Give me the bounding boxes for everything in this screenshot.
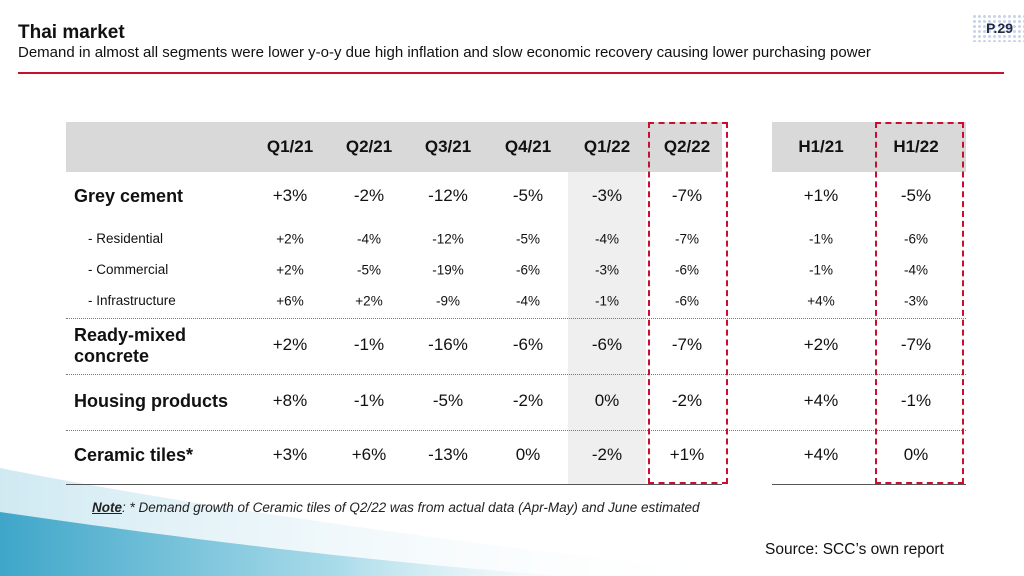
- table-cell: -6%: [674, 293, 700, 309]
- table-cell: +1%: [803, 186, 839, 205]
- title-underline: [18, 72, 1004, 74]
- table-cell: -3%: [591, 186, 623, 205]
- footnote: Note: * Demand growth of Ceramic tiles o…: [92, 500, 700, 515]
- table-cell: -6%: [674, 262, 700, 278]
- col-header-q2-22: Q2/22: [663, 137, 711, 156]
- table-cell: +2%: [272, 335, 308, 354]
- col-header-q2-21: Q2/21: [345, 137, 393, 156]
- table-cell: -4%: [515, 293, 541, 309]
- row-label-line: concrete: [74, 346, 150, 366]
- row-label-ready-mixed-concrete: Ready-mixed concrete: [74, 325, 186, 367]
- table-cell: +3%: [272, 186, 308, 205]
- decorative-swoosh: [0, 468, 760, 576]
- table-cell: -3%: [903, 293, 929, 309]
- note-text: : * Demand growth of Ceramic tiles of Q2…: [122, 500, 700, 515]
- table-cell: +6%: [276, 293, 304, 309]
- table-cell: -3%: [594, 262, 620, 278]
- note-prefix: Note: [92, 500, 122, 515]
- table-cell: -1%: [353, 391, 385, 410]
- page-number: P.29: [986, 20, 1013, 36]
- table-cell: -6%: [515, 262, 541, 278]
- table-cell: -19%: [432, 262, 464, 278]
- page-number-badge: P.29: [972, 14, 1024, 42]
- table-cell: -1%: [353, 335, 385, 354]
- table-cell: +4%: [803, 445, 839, 464]
- row-separator: [66, 318, 966, 319]
- h1-22-highlight-box: [875, 122, 964, 484]
- table-cell: -9%: [435, 293, 461, 309]
- table-cell: +2%: [355, 293, 383, 309]
- half-header-band: [772, 122, 966, 172]
- table-cell: -4%: [356, 231, 382, 247]
- slide-subtitle: Demand in almost all segments were lower…: [18, 44, 871, 61]
- table-cell: -16%: [428, 335, 468, 354]
- row-label-grey-cement: Grey cement: [74, 186, 184, 206]
- slide-title: Thai market: [18, 22, 125, 43]
- table-cell: -2%: [353, 186, 385, 205]
- table-cell: -6%: [591, 335, 623, 354]
- row-label-residential: - Residential: [88, 231, 164, 246]
- table-cell: -4%: [903, 262, 929, 278]
- table-cell: -5%: [432, 391, 464, 410]
- table-cell: -1%: [900, 391, 932, 410]
- table-cell: -12%: [432, 231, 464, 247]
- table-cell: -1%: [808, 262, 834, 278]
- row-label-commercial: - Commercial: [88, 262, 169, 277]
- table-cell: -12%: [428, 186, 468, 205]
- table-cell: -6%: [903, 231, 929, 247]
- table-cell: -1%: [594, 293, 620, 309]
- row-separator: [66, 374, 966, 375]
- table-cell: +2%: [803, 335, 839, 354]
- quarter-header-band: [66, 122, 722, 172]
- col-header-h1-21: H1/21: [798, 137, 844, 156]
- col-header-q1-22: Q1/22: [583, 137, 631, 156]
- q1-22-column-shade: [568, 172, 646, 484]
- table-cell: +2%: [276, 231, 304, 247]
- table-cell: -2%: [671, 391, 703, 410]
- table-cell: -7%: [671, 186, 703, 205]
- table-cell: -6%: [512, 335, 544, 354]
- table-cell: +4%: [803, 391, 839, 410]
- source-text: Source: SCC’s own report: [765, 541, 944, 558]
- col-header-q4-21: Q4/21: [504, 137, 552, 156]
- table-cell: 0%: [903, 445, 929, 464]
- table-cell: -7%: [900, 335, 932, 354]
- col-header-q1-21: Q1/21: [266, 137, 314, 156]
- table-cell: -7%: [674, 231, 700, 247]
- row-separator: [66, 430, 966, 431]
- q2-22-highlight-box: [648, 122, 728, 484]
- table-cell: -5%: [900, 186, 932, 205]
- row-label-infrastructure: - Infrastructure: [88, 293, 176, 308]
- col-header-q3-21: Q3/21: [424, 137, 472, 156]
- table-cell: +8%: [272, 391, 308, 410]
- table-cell: 0%: [594, 391, 620, 410]
- table-bottom-border: [772, 484, 966, 485]
- row-label-line: Ready-mixed: [74, 325, 187, 345]
- col-header-h1-22: H1/22: [893, 137, 939, 156]
- dot-pattern: [972, 14, 1024, 42]
- row-label-housing-products: Housing products: [74, 391, 228, 411]
- table-cell: +2%: [276, 262, 304, 278]
- table-cell: -4%: [594, 231, 620, 247]
- table-cell: -5%: [512, 186, 544, 205]
- table-cell: +4%: [807, 293, 835, 309]
- table-cell: -5%: [515, 231, 541, 247]
- table-cell: -2%: [512, 391, 544, 410]
- table-cell: -7%: [671, 335, 703, 354]
- table-cell: -5%: [356, 262, 382, 278]
- table-cell: -1%: [808, 231, 834, 247]
